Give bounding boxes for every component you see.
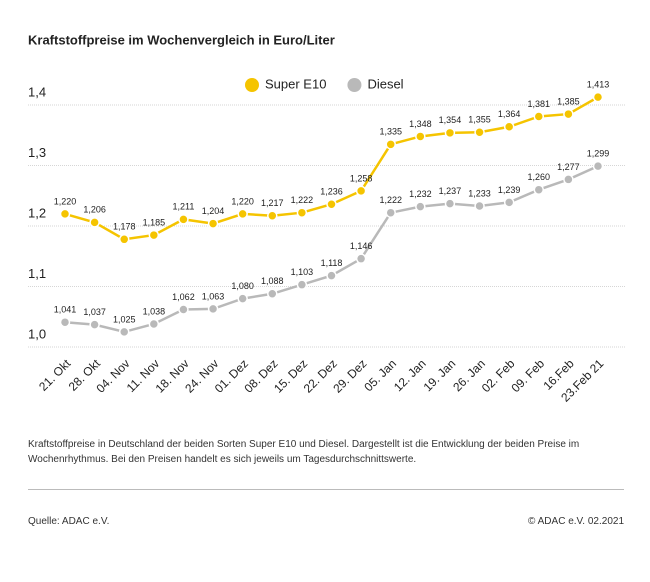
data-label: 1,178: [113, 222, 136, 232]
data-point: [118, 326, 130, 338]
data-point: [59, 316, 71, 328]
y-tick-label: 1,4: [28, 84, 46, 99]
data-point: [178, 214, 189, 225]
data-point: [237, 208, 248, 220]
data-point: [296, 207, 308, 218]
data-label: 1,088: [261, 276, 284, 286]
x-tick-label: 21. Okt: [36, 356, 74, 394]
data-label: 1,038: [143, 306, 166, 316]
data-label: 1,118: [321, 258, 343, 268]
data-label: 1,220: [54, 196, 77, 206]
data-label: 1,239: [498, 185, 521, 195]
data-label: 1,237: [439, 186, 462, 196]
data-point: [415, 131, 426, 142]
data-label: 1,206: [83, 205, 106, 215]
data-point: [89, 319, 100, 330]
data-label: 1,385: [557, 96, 580, 106]
data-point: [178, 304, 189, 315]
data-point: [148, 229, 160, 241]
data-point: [118, 234, 130, 245]
data-label: 1,222: [291, 195, 314, 205]
data-label: 1,204: [202, 206, 225, 216]
data-point: [533, 111, 545, 122]
data-label: 1,232: [409, 189, 432, 199]
y-tick-label: 1,1: [28, 266, 46, 281]
data-label: 1,381: [528, 99, 551, 109]
data-label: 1,413: [587, 80, 610, 90]
data-label: 1,063: [202, 291, 225, 301]
data-point: [474, 126, 485, 138]
x-tick-label: 05. Jan: [361, 356, 399, 394]
x-tick-label: 29. Dez: [330, 356, 369, 395]
data-point: [474, 200, 485, 212]
divider: [28, 489, 624, 490]
data-label: 1,185: [143, 217, 166, 227]
chart: Kraftstoffpreise im Wochenvergleich in E…: [28, 32, 625, 405]
y-tick-label: 1,3: [28, 145, 46, 160]
x-tick-label: 19. Jan: [421, 356, 459, 394]
data-label: 1,062: [172, 292, 195, 302]
data-label: 1,037: [83, 307, 106, 317]
y-tick-label: 1,2: [28, 205, 46, 220]
data-label: 1,260: [528, 172, 551, 182]
data-point: [237, 293, 248, 304]
legend-marker: [245, 78, 259, 92]
data-point: [355, 185, 367, 197]
data-label: 1,080: [231, 281, 254, 291]
legend-label: Diesel: [367, 76, 403, 91]
data-label: 1,299: [587, 148, 610, 158]
data-point: [207, 303, 219, 315]
data-label: 1,222: [379, 195, 402, 205]
data-label: 1,103: [291, 267, 314, 277]
data-point: [385, 207, 396, 218]
data-point: [148, 318, 160, 330]
x-tick-label: 12. Jan: [391, 356, 429, 394]
x-tick-label: 09. Feb: [508, 356, 547, 395]
data-point: [326, 270, 337, 281]
chart-title: Kraftstoffpreise im Wochenvergleich in E…: [28, 32, 335, 47]
data-label: 1,355: [468, 115, 491, 125]
data-label: 1,217: [261, 198, 284, 208]
data-label: 1,041: [54, 305, 77, 315]
data-point: [563, 174, 574, 185]
data-point: [444, 198, 456, 209]
copyright: © ADAC e.V. 02.2021: [528, 516, 624, 527]
data-point: [563, 108, 574, 120]
data-label: 1,364: [498, 109, 521, 119]
data-point: [267, 288, 278, 300]
legend-marker: [347, 78, 362, 92]
data-point: [355, 253, 367, 264]
data-label: 1,236: [320, 187, 343, 197]
data-label: 1,335: [379, 127, 402, 137]
data-label: 1,233: [468, 188, 491, 198]
data-label: 1,146: [350, 241, 373, 251]
data-point: [326, 198, 337, 210]
data-label: 1,354: [439, 115, 462, 125]
data-label: 1,277: [557, 162, 580, 172]
data-label: 1,348: [409, 119, 432, 129]
data-point: [592, 91, 604, 103]
data-point: [267, 210, 278, 221]
data-label: 1,025: [113, 314, 136, 324]
data-point: [533, 184, 545, 195]
source: Quelle: ADAC e.V.: [28, 516, 110, 527]
data-point: [385, 139, 396, 150]
data-label: 1,258: [350, 173, 373, 183]
data-point: [296, 279, 308, 290]
legend-label: Super E10: [265, 76, 326, 91]
data-point: [415, 201, 426, 212]
data-point: [444, 127, 456, 139]
x-tick-label: 04. Nov: [93, 356, 132, 395]
y-tick-label: 1,0: [28, 326, 46, 341]
data-point: [59, 208, 71, 220]
data-point: [503, 197, 515, 208]
data-label: 1,211: [173, 202, 195, 212]
data-label: 1,220: [231, 196, 254, 206]
footnote: Kraftstoffpreise in Deutschland der beid…: [28, 439, 580, 465]
data-point: [89, 217, 100, 228]
data-point: [592, 160, 604, 172]
data-point: [503, 121, 515, 133]
data-point: [207, 218, 219, 229]
